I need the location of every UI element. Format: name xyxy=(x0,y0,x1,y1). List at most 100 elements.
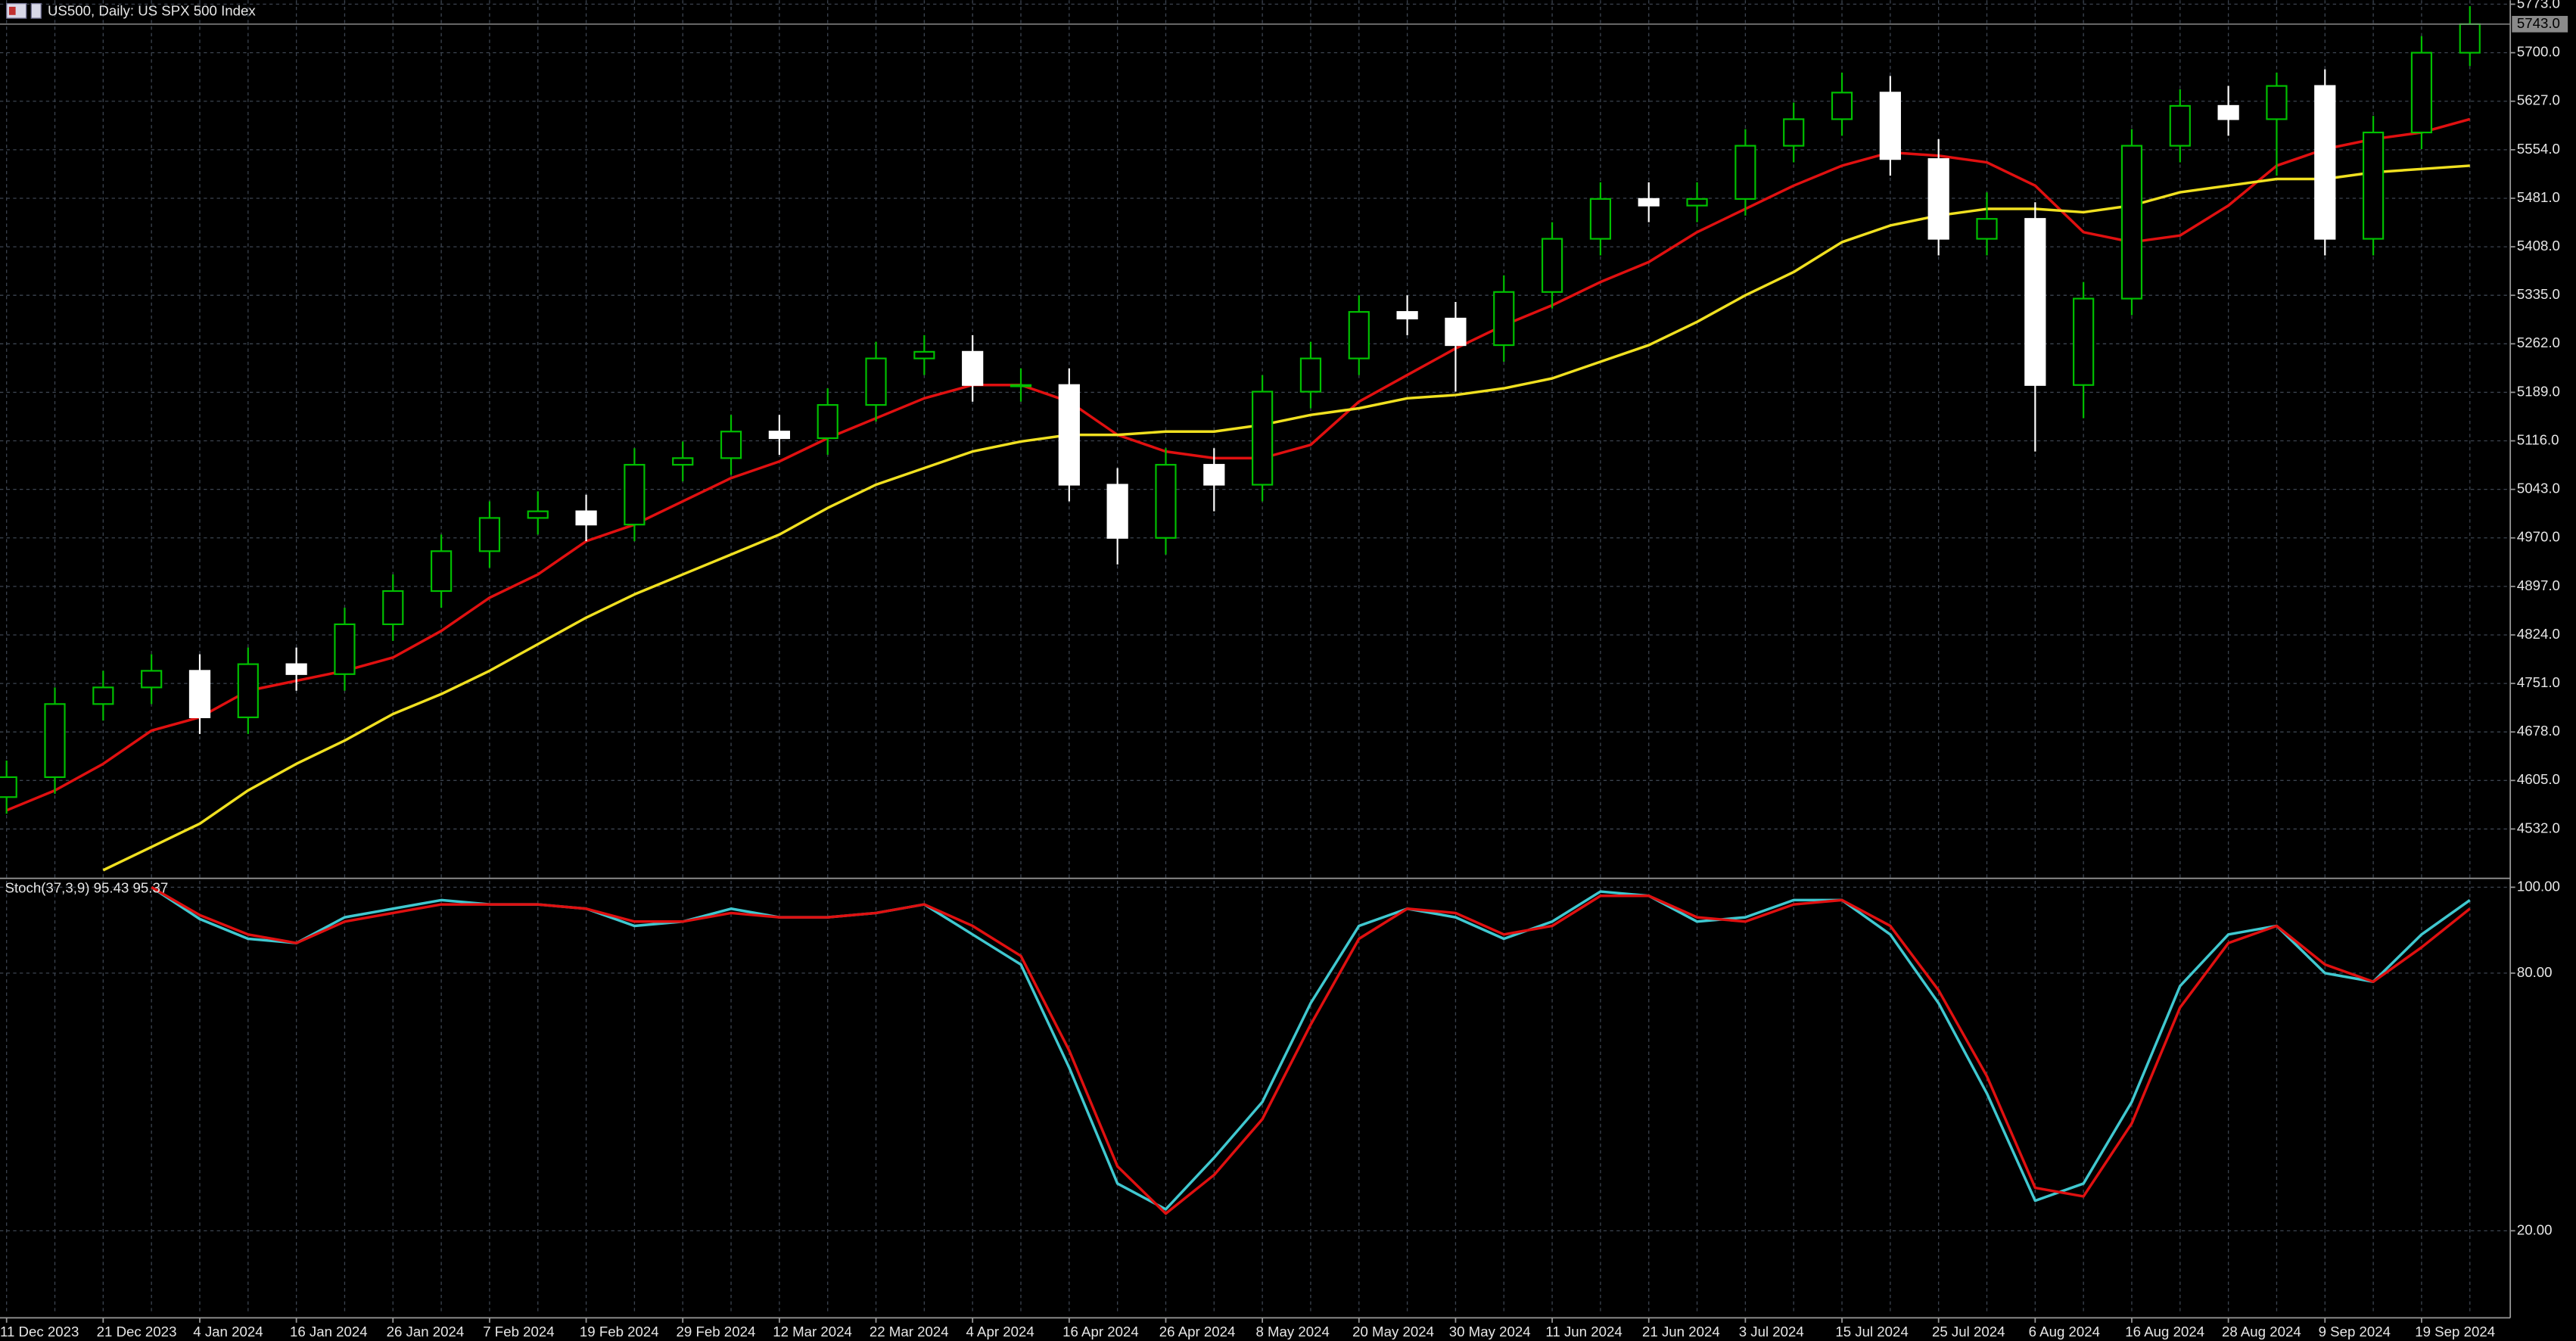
x-tick-label: 6 Aug 2024 xyxy=(2029,1324,2100,1339)
x-tick-label: 28 Aug 2024 xyxy=(2222,1324,2301,1339)
candle-body xyxy=(865,357,887,406)
candle-body xyxy=(1734,145,1756,200)
y-tick-label: 5408.0 xyxy=(2517,238,2560,254)
x-tick-label: 7 Feb 2024 xyxy=(483,1324,554,1339)
x-tick-label: 15 Jul 2024 xyxy=(1835,1324,1908,1339)
candle-body xyxy=(2217,104,2239,120)
y-tick-label: 4824.0 xyxy=(2517,626,2560,642)
y-tick-label: 4532.0 xyxy=(2517,820,2560,835)
candle-body xyxy=(1348,311,1370,359)
candle-body xyxy=(237,663,259,718)
candle-body xyxy=(962,350,984,386)
candle-body xyxy=(285,663,307,675)
y-tick-label: 5773.0 xyxy=(2517,0,2560,11)
x-tick-label: 4 Apr 2024 xyxy=(966,1324,1034,1339)
candle-body xyxy=(1493,291,1515,347)
candle-body xyxy=(1783,118,1805,147)
y-tick-label: 5043.0 xyxy=(2517,481,2560,496)
y-tick-label: 4970.0 xyxy=(2517,529,2560,545)
y-tick-label: 5700.0 xyxy=(2517,44,2560,60)
y-tick-label: 5627.0 xyxy=(2517,92,2560,108)
x-tick-label: 20 May 2024 xyxy=(1352,1324,1434,1339)
y-tick-label: 4678.0 xyxy=(2517,723,2560,739)
y-tick-label: 4751.0 xyxy=(2517,674,2560,690)
x-tick-label: 21 Dec 2023 xyxy=(97,1324,177,1339)
x-tick-label: 3 Jul 2024 xyxy=(1739,1324,1804,1339)
x-tick-label: 22 Mar 2024 xyxy=(870,1324,949,1339)
candle-body xyxy=(817,404,838,440)
candle-body xyxy=(334,623,356,675)
x-tick-label: 11 Jun 2024 xyxy=(1545,1324,1622,1339)
candle-body xyxy=(1686,198,1708,207)
candle-body xyxy=(1203,464,1225,486)
candle-body xyxy=(1058,384,1080,486)
x-tick-label: 19 Feb 2024 xyxy=(580,1324,659,1339)
candle-body xyxy=(0,776,17,798)
y-tick-label: 5189.0 xyxy=(2517,383,2560,399)
x-tick-label: 16 Jan 2024 xyxy=(290,1324,368,1339)
candle-body xyxy=(141,670,163,689)
y-tick-label: 4605.0 xyxy=(2517,771,2560,787)
candle-body xyxy=(44,703,66,779)
candle-body xyxy=(1589,198,1612,240)
y-tick-label: 5554.0 xyxy=(2517,141,2560,157)
candle-body xyxy=(1252,390,1274,486)
moving-average-line xyxy=(6,117,2471,812)
candle-body xyxy=(188,670,211,718)
x-tick-label: 19 Sep 2024 xyxy=(2415,1324,2495,1339)
x-tick-label: 21 Jun 2024 xyxy=(1642,1324,1720,1339)
candle-body xyxy=(430,550,453,593)
x-tick-label: 11 Dec 2023 xyxy=(0,1324,79,1339)
x-tick-label: 16 Apr 2024 xyxy=(1062,1324,1139,1339)
candle-body xyxy=(1927,158,1949,240)
y-tick-label: 5481.0 xyxy=(2517,189,2560,205)
candle-body xyxy=(672,457,694,466)
y-tick-label: 5335.0 xyxy=(2517,286,2560,302)
x-tick-label: 8 May 2024 xyxy=(1255,1324,1330,1339)
x-tick-label: 29 Feb 2024 xyxy=(677,1324,756,1339)
candle-body xyxy=(1010,384,1032,387)
x-tick-label: 12 Mar 2024 xyxy=(773,1324,852,1339)
candle-body xyxy=(2169,104,2191,147)
last-price-box xyxy=(2512,16,2568,33)
x-tick-label: 16 Aug 2024 xyxy=(2125,1324,2204,1339)
candle-body xyxy=(1638,198,1660,207)
y-tick-label: 4897.0 xyxy=(2517,577,2560,593)
y-tick-label: 80.00 xyxy=(2517,964,2553,980)
candle-body xyxy=(720,431,742,459)
y-tick-label: 5262.0 xyxy=(2517,334,2560,350)
marks-layer xyxy=(6,117,2471,1215)
x-tick-label: 25 Jul 2024 xyxy=(1932,1324,2005,1339)
moving-average-line xyxy=(102,164,2470,872)
candle-body xyxy=(2459,23,2481,54)
candle-body xyxy=(527,510,549,519)
candle-body xyxy=(478,517,501,552)
y-tick-label: 20.00 xyxy=(2517,1221,2553,1237)
candle-body xyxy=(2024,218,2046,386)
candle-body xyxy=(1976,218,1998,240)
last-price-label: 5743.0 xyxy=(2517,15,2560,31)
indicator-label: Stoch(37,3,9) 95.43 95.37 xyxy=(5,880,169,896)
candle-body xyxy=(1396,311,1418,320)
candle-body xyxy=(768,431,790,440)
candle-body xyxy=(1445,317,1467,347)
symbol-icon xyxy=(6,2,42,19)
y-tick-label: 100.00 xyxy=(2517,878,2560,894)
y-tick-label: 5116.0 xyxy=(2517,431,2559,447)
x-tick-label: 26 Jan 2024 xyxy=(387,1324,465,1339)
candle-body xyxy=(1155,464,1177,539)
candle-body xyxy=(2314,85,2336,240)
candle-body xyxy=(2362,131,2385,240)
candle-body xyxy=(1879,92,1901,160)
candle-body xyxy=(2120,145,2143,300)
candle-body xyxy=(382,590,404,626)
x-tick-label: 26 Apr 2024 xyxy=(1159,1324,1236,1339)
candle-body xyxy=(1299,357,1322,393)
chart-title: US500, Daily: US SPX 500 Index xyxy=(48,2,256,18)
x-tick-label: 30 May 2024 xyxy=(1449,1324,1531,1339)
candle-body xyxy=(913,350,935,359)
candle-body xyxy=(1541,238,1563,293)
